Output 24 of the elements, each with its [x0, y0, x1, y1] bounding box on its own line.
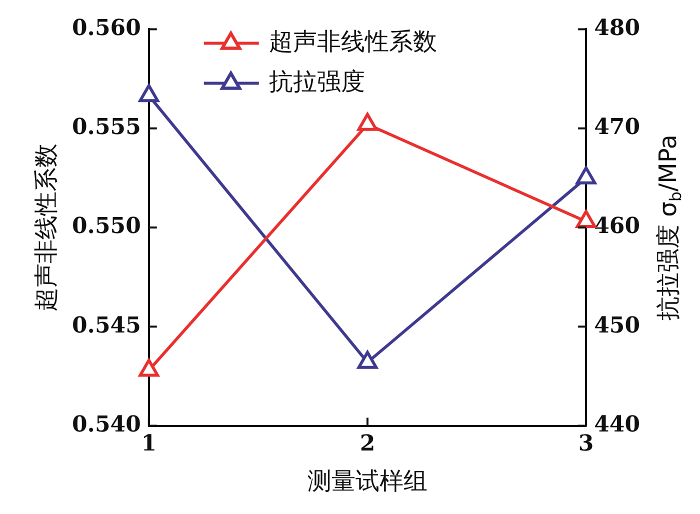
point: [138, 358, 160, 377]
y-tick-label: 0.550: [72, 213, 141, 240]
y2-tick-label: 460: [594, 213, 640, 240]
point: [576, 210, 596, 228]
x-tick-label: 1: [141, 430, 157, 457]
x-tick-label: 2: [360, 430, 376, 457]
x-axis-title: 测量试样组: [307, 466, 428, 495]
y-tick-label: 0.545: [72, 312, 141, 338]
y2-tick-label: 480: [594, 14, 640, 41]
y2-tick-label: 450: [594, 312, 640, 338]
y-tick-label: 0.560: [72, 14, 141, 41]
point: [138, 84, 160, 102]
point: [357, 350, 378, 369]
legend-label: 超声非线性系数: [268, 27, 437, 56]
x-tick-label: 3: [578, 430, 594, 457]
point: [357, 112, 378, 131]
y2-tick-label: 470: [594, 114, 640, 140]
y-axis-title: 超声非线性系数: [32, 144, 60, 312]
y2-axis-title: 抗拉强度 σb/MPa: [654, 134, 686, 320]
point: [576, 166, 596, 184]
y2-tick-label: 440: [594, 412, 640, 438]
y-tick-label: 0.540: [72, 412, 141, 438]
y-tick-label: 0.555: [72, 114, 141, 140]
legend-label: 抗拉强度: [268, 67, 365, 96]
